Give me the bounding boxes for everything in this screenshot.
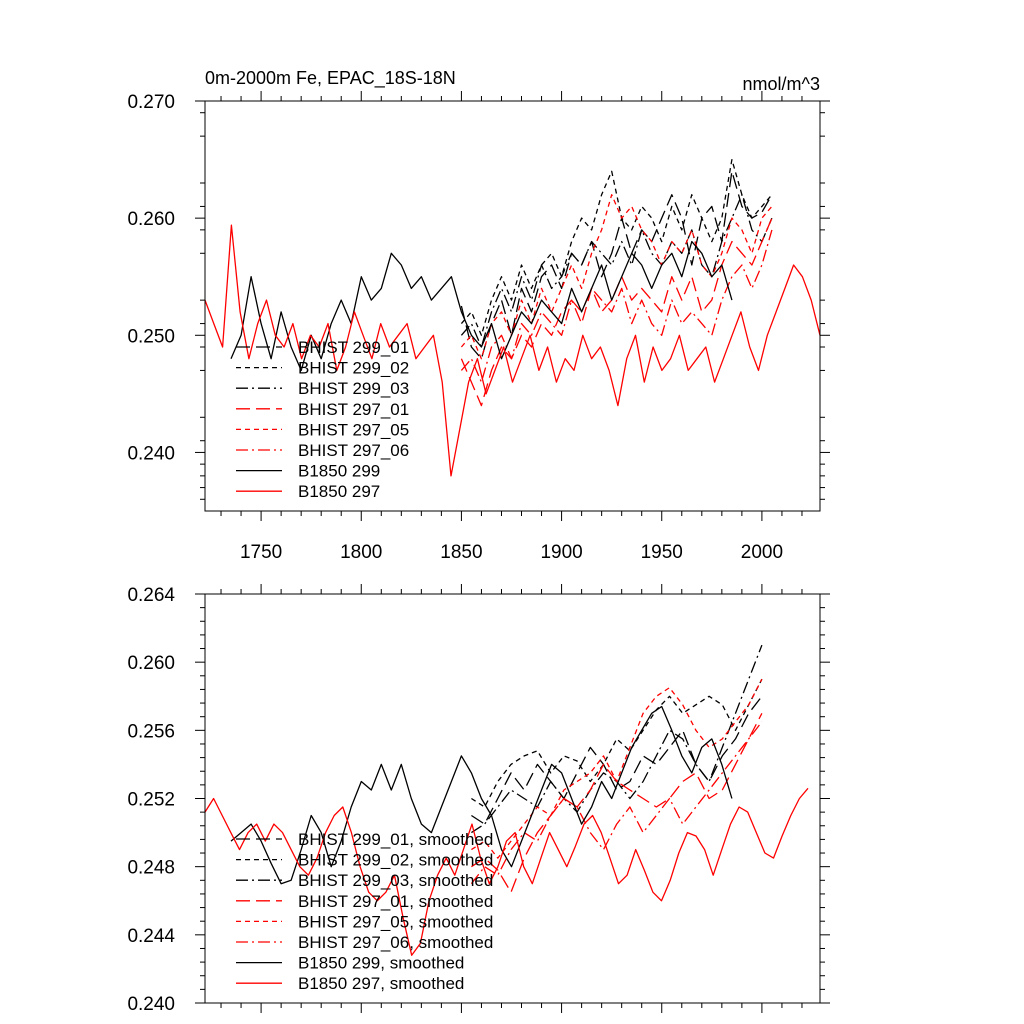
y-tick-label: 0.240 bbox=[127, 994, 175, 1015]
legend-label: BHIST 299_03 bbox=[298, 379, 409, 398]
legend-label: BHIST 297_01, smoothed bbox=[298, 892, 493, 911]
y-tick-label: 0.264 bbox=[127, 585, 175, 606]
series-line-b1850-297-smoothed bbox=[205, 787, 809, 956]
y-tick-label: 0.252 bbox=[127, 790, 175, 811]
panel-top-line-plot: 0m-2000m Fe, EPAC_18S-18N nmol/m^3 1750 1… bbox=[127, 68, 830, 563]
x-tick-label: 1950 bbox=[641, 542, 683, 563]
y-tick-label: 0.250 bbox=[127, 326, 175, 347]
series-line-bhist-297-01 bbox=[460, 217, 773, 407]
y-tick-label: 0.270 bbox=[127, 92, 175, 113]
series-line-bhist-299-02-smoothed bbox=[471, 678, 763, 808]
legend-label: BHIST 299_03, smoothed bbox=[298, 871, 493, 890]
legend-label: BHIST 299_01 bbox=[298, 338, 409, 357]
plot-title: 0m-2000m Fe, EPAC_18S-18N bbox=[205, 68, 456, 89]
units-label: nmol/m^3 bbox=[743, 74, 820, 94]
series-line-b1850-299-smoothed bbox=[230, 705, 733, 885]
legend: BHIST 299_01, smoothed BHIST 299_02, smoo… bbox=[236, 830, 493, 993]
y-tick-label: 0.244 bbox=[127, 926, 175, 947]
legend-label: BHIST 297_01 bbox=[298, 400, 409, 419]
legend-label: B1850 297, smoothed bbox=[298, 974, 464, 993]
series-group bbox=[205, 644, 809, 956]
legend-label: B1850 299, smoothed bbox=[298, 954, 464, 973]
series-line-bhist-297-01-smoothed bbox=[471, 713, 763, 893]
legend-label: BHIST 297_06 bbox=[298, 441, 409, 460]
y-tick-label: 0.260 bbox=[127, 653, 175, 674]
series-line-b1850-299 bbox=[230, 240, 733, 372]
legend-label: BHIST 299_02, smoothed bbox=[298, 851, 493, 870]
legend-label: BHIST 297_05, smoothed bbox=[298, 912, 493, 931]
series-line-b1850-297 bbox=[205, 224, 820, 477]
y-tick-label: 0.260 bbox=[127, 209, 175, 230]
panel-bottom-line-plot: 0.240 0.244 0.248 0.252 0.256 0.260 0.264 BHIST… bbox=[127, 584, 830, 1015]
y-tick-label: 0.240 bbox=[127, 443, 175, 464]
series-line-bhist-297-05-smoothed bbox=[471, 678, 763, 859]
legend-label: BHIST 297_05 bbox=[298, 420, 409, 439]
legend-label: B1850 297 bbox=[298, 482, 380, 501]
legend-label: BHIST 299_01, smoothed bbox=[298, 830, 493, 849]
series-line-bhist-299-03-smoothed bbox=[471, 644, 763, 834]
y-tick-label: 0.256 bbox=[127, 721, 175, 742]
series-line-bhist-299-02 bbox=[460, 158, 773, 336]
plot-frame bbox=[204, 100, 821, 512]
x-tick-label: 1800 bbox=[340, 542, 382, 563]
legend-label: BHIST 299_02 bbox=[298, 359, 409, 378]
x-tick-label: 1750 bbox=[240, 542, 282, 563]
series-line-bhist-299-03 bbox=[460, 194, 773, 348]
series-group bbox=[205, 158, 820, 477]
x-tick-label: 1850 bbox=[440, 542, 482, 563]
x-tick-label: 1900 bbox=[540, 542, 582, 563]
legend-label: BHIST 297_06, smoothed bbox=[298, 933, 493, 952]
series-line-bhist-297-06 bbox=[460, 229, 773, 383]
x-tick-label: 2000 bbox=[741, 542, 783, 563]
series-line-bhist-297-06-smoothed bbox=[470, 721, 763, 885]
y-tick-label: 0.248 bbox=[127, 858, 175, 879]
legend-label: B1850 299 bbox=[298, 462, 380, 481]
series-line-bhist-299-01-smoothed bbox=[471, 695, 763, 825]
